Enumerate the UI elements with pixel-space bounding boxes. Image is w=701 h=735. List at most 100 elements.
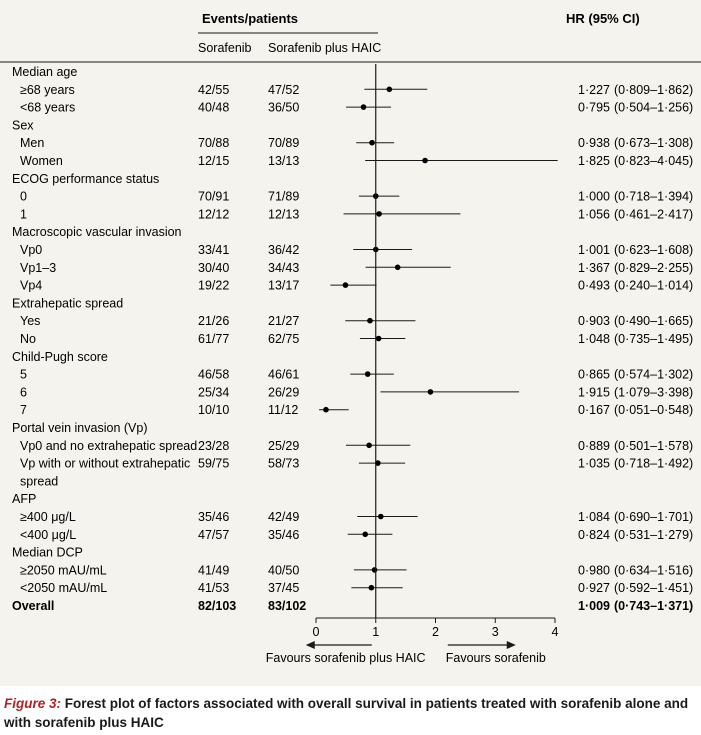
overall-label: Overall [12, 599, 54, 613]
sorafenib-events: 46/58 [198, 368, 229, 382]
row-label: Vp0 and no extrahepatic spread [20, 439, 197, 453]
x-tick-label: 1 [372, 625, 379, 639]
hr-value: 1·000 [578, 190, 610, 204]
sorafenib-events: 35/46 [198, 510, 229, 524]
sorafenib-events: 33/41 [198, 243, 229, 257]
row-label: Vp0 [20, 243, 42, 257]
combo-events: 47/52 [268, 83, 299, 97]
sorafenib-events: 41/49 [198, 563, 229, 577]
hr-point [360, 104, 367, 110]
hr-value: 1·009 [578, 599, 610, 613]
hr-value: 0·795 [578, 101, 610, 115]
hr-value: 1·367 [578, 261, 610, 275]
ci-value: (0·809–1·862) [614, 83, 693, 97]
hr-value: 0·167 [578, 403, 610, 417]
favours-right-label: Favours sorafenib [446, 651, 546, 665]
hr-point [427, 389, 434, 395]
group-label: Portal vein invasion (Vp) [12, 421, 147, 435]
combo-events: 36/50 [268, 101, 299, 115]
hr-point [386, 86, 393, 93]
combo-events: 13/13 [268, 154, 299, 168]
sorafenib-events: 12/15 [198, 154, 229, 168]
hr-value: 1·915 [578, 385, 610, 399]
ci-value: (0·690–1·701) [614, 510, 693, 524]
group-label: AFP [12, 492, 36, 506]
row-label: ≥2050 mAU/mL [20, 563, 107, 577]
hr-point [362, 531, 369, 538]
hr-point [375, 460, 381, 466]
hr-point [364, 371, 371, 377]
hr-point [422, 157, 428, 164]
hr-value: 0·865 [578, 368, 610, 382]
sorafenib-events: 82/103 [198, 599, 236, 613]
ci-value: (0·634–1·516) [614, 563, 693, 577]
combo-events: 36/42 [268, 243, 299, 257]
group-label: Extrahepatic spread [12, 296, 123, 310]
hr-value: 1·048 [578, 332, 610, 346]
x-tick-label: 3 [492, 625, 499, 639]
ci-value: (0·718–1·394) [614, 190, 693, 204]
row-label: 0 [20, 190, 27, 204]
hr-value: 0·938 [578, 136, 610, 150]
hr-point [371, 567, 378, 573]
combo-events: 46/61 [268, 368, 299, 382]
table-header: Events/patients Sorafenib Sorafenib plus… [0, 11, 701, 63]
row-label: Vp with or without extrahepatic [20, 457, 190, 471]
ci-value: (0·240–1·014) [614, 279, 693, 293]
ci-value: (0·531–1·279) [614, 528, 693, 542]
combo-events: 83/102 [268, 599, 306, 613]
ci-value: (0·490–1·665) [614, 314, 693, 328]
sorafenib-events: 30/40 [198, 261, 229, 275]
combo-events: 26/29 [268, 385, 299, 399]
forest-plot-figure: Events/patients Sorafenib Sorafenib plus… [0, 0, 701, 686]
events-patients-title: Events/patients [202, 11, 298, 26]
sorafenib-events: 61/77 [198, 332, 229, 346]
hr-value: 1·001 [578, 243, 610, 257]
hr-value: 0·824 [578, 528, 610, 542]
sorafenib-events: 12/12 [198, 207, 229, 221]
combo-events: 12/13 [268, 207, 299, 221]
hr-point [375, 335, 382, 342]
caption-label: Figure 3: [4, 696, 62, 711]
forest-plot: Events/patients Sorafenib Sorafenib plus… [0, 11, 701, 665]
row-label: <68 years [20, 101, 75, 115]
sorafenib-events: 59/75 [198, 457, 229, 471]
ci-value: (0·623–1·608) [614, 243, 693, 257]
figure-caption: Figure 3: Forest plot of factors associa… [0, 692, 701, 734]
group-label: Sex [12, 118, 34, 132]
hr-point [366, 442, 372, 449]
combo-events: 21/27 [268, 314, 299, 328]
col-combo-header: Sorafenib plus HAIC [268, 41, 381, 55]
combo-events: 11/12 [268, 403, 298, 417]
hr-point [342, 282, 349, 288]
hr-point [369, 139, 375, 146]
sorafenib-events: 40/48 [198, 101, 229, 115]
favours-left-label: Favours sorafenib plus HAIC [266, 651, 426, 665]
row-label: Women [20, 154, 63, 168]
row-label: Vp4 [20, 279, 42, 293]
hr-ci-title: HR (95% CI) [566, 11, 640, 26]
row-label: 7 [20, 403, 27, 417]
combo-events: 42/49 [268, 510, 299, 524]
combo-events: 71/89 [268, 190, 299, 204]
hr-value: 0·903 [578, 314, 610, 328]
ci-value: (0·743–1·371) [614, 599, 693, 613]
combo-events: 70/89 [268, 136, 299, 150]
hr-value: 0·980 [578, 563, 610, 577]
group-label: Child-Pugh score [12, 350, 108, 364]
hr-point [367, 317, 373, 324]
forest-plot-area [319, 64, 558, 618]
hr-value: 1·227 [578, 83, 610, 97]
ci-value: (0·718–1·492) [614, 457, 693, 471]
combo-events: 58/73 [268, 457, 299, 471]
sorafenib-events: 42/55 [198, 83, 229, 97]
row-label-continuation: spread [20, 474, 58, 488]
caption-text: Forest plot of factors associated with o… [4, 696, 689, 730]
row-label: No [20, 332, 36, 346]
ci-value: (0·504–1·256) [614, 101, 693, 115]
combo-events: 62/75 [268, 332, 299, 346]
hr-point [368, 584, 375, 591]
hr-value: 0·889 [578, 439, 610, 453]
group-label: Median age [12, 65, 77, 79]
combo-events: 35/46 [268, 528, 299, 542]
